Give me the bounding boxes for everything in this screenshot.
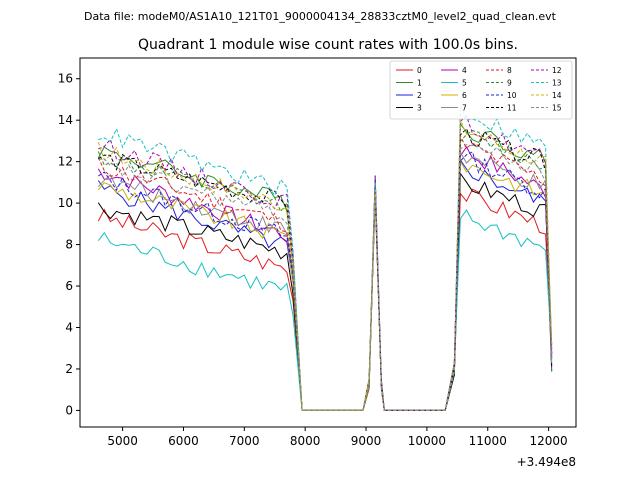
x-tick-label: 9000 xyxy=(351,434,382,448)
y-tick-label: 12 xyxy=(58,155,73,169)
series-line-15 xyxy=(98,144,553,411)
legend-label-14: 14 xyxy=(552,91,562,100)
y-axis: 0 2 4 6 8 10 12 14 16 xyxy=(58,72,80,417)
legend-label-10: 10 xyxy=(507,91,517,100)
y-tick-label: 2 xyxy=(65,362,73,376)
x-tick-label: 12000 xyxy=(530,434,568,448)
legend-label-12: 12 xyxy=(552,66,562,75)
x-axis: 5000 6000 7000 8000 9000 10000 11000 12000 xyxy=(107,427,568,448)
x-tick-label: 11000 xyxy=(469,434,507,448)
series-line-10 xyxy=(98,151,553,411)
series-line-14 xyxy=(97,119,553,411)
legend-label-2: 2 xyxy=(417,91,422,100)
y-tick-label: 6 xyxy=(65,279,73,293)
x-tick-label: 7000 xyxy=(229,434,260,448)
chart-title: Quadrant 1 module wise count rates with … xyxy=(138,37,518,53)
legend-label-7: 7 xyxy=(462,104,467,113)
x-tick-label: 10000 xyxy=(408,434,446,448)
suptitle: Data file: modeM0/AS1A10_121T01_90000041… xyxy=(84,10,557,23)
y-tick-label: 10 xyxy=(58,196,73,210)
legend-label-1: 1 xyxy=(417,79,422,88)
series-line-13 xyxy=(98,105,553,411)
y-tick-label: 14 xyxy=(58,113,73,127)
x-offset-label: +3.494e8 xyxy=(517,455,576,469)
x-tick-label: 6000 xyxy=(168,434,199,448)
legend-label-15: 15 xyxy=(552,104,562,113)
legend-label-11: 11 xyxy=(507,104,517,113)
legend-label-5: 5 xyxy=(462,79,467,88)
x-tick-label: 5000 xyxy=(107,434,138,448)
series-line-8 xyxy=(97,134,553,411)
legend-label-3: 3 xyxy=(417,104,422,113)
legend-frame xyxy=(389,60,573,120)
legend-label-4: 4 xyxy=(462,66,467,75)
legend-label-6: 6 xyxy=(462,91,467,100)
legend-label-13: 13 xyxy=(552,79,562,88)
y-tick-label: 0 xyxy=(65,403,73,417)
legend-label-0: 0 xyxy=(417,66,422,75)
y-tick-label: 8 xyxy=(65,238,73,252)
x-tick-label: 8000 xyxy=(290,434,321,448)
legend-label-8: 8 xyxy=(507,66,512,75)
y-tick-label: 16 xyxy=(58,72,73,86)
y-tick-label: 4 xyxy=(65,320,73,334)
legend-label-9: 9 xyxy=(507,79,512,88)
series-layer xyxy=(97,105,553,411)
plot-area xyxy=(79,57,577,428)
